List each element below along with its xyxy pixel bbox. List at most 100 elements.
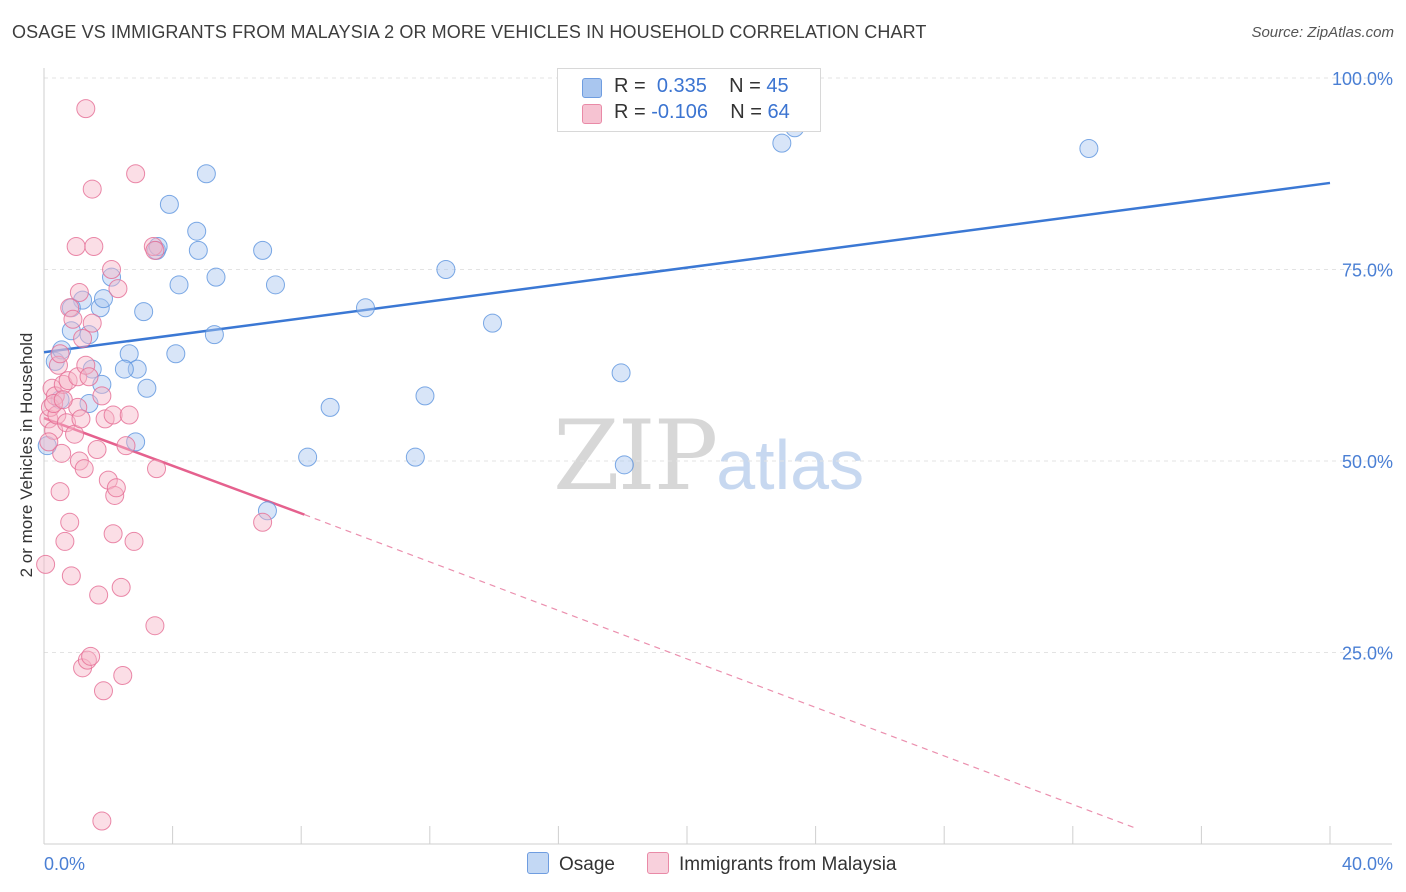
- tick-labels: 25.0% 50.0% 75.0% 100.0% 0.0% 40.0%: [44, 69, 1393, 874]
- legend-malaysia-swatch: [647, 852, 669, 874]
- malaysia-point: [81, 646, 101, 666]
- malaysia-point: [57, 413, 77, 433]
- malaysia-trend-line: [43, 416, 305, 516]
- stats-legend: R = 0.335 N = 45 R = -0.106 N = 64: [557, 68, 821, 132]
- osage-point: [134, 302, 154, 322]
- malaysia-point: [77, 650, 97, 670]
- osage-point: [187, 221, 207, 241]
- osage-point: [188, 240, 208, 260]
- malaysia-point: [124, 531, 144, 551]
- legend-item-malaysia: Immigrants from Malaysia: [647, 852, 897, 876]
- osage-point: [415, 386, 435, 406]
- watermark: ZIPatlas: [553, 400, 864, 512]
- y-tick-label: 100.0%: [1332, 69, 1393, 89]
- malaysia-point: [50, 344, 70, 364]
- malaysia-point: [50, 482, 70, 502]
- osage-point: [257, 501, 277, 521]
- osage-point: [206, 267, 226, 287]
- malaysia-point: [103, 524, 123, 544]
- osage-point: [166, 344, 186, 364]
- osage-n-value: 45: [766, 75, 789, 97]
- osage-point: [119, 344, 139, 364]
- legend-osage-swatch: [527, 852, 549, 874]
- malaysia-swatch: [582, 104, 602, 124]
- osage-r-label: R =: [614, 75, 646, 97]
- malaysia-point: [76, 99, 96, 119]
- grid-lines: [44, 77, 1392, 653]
- stats-osage-text: R = 0.335 N = 45: [614, 75, 789, 98]
- malaysia-n-value: 64: [767, 101, 790, 123]
- malaysia-point: [108, 279, 128, 299]
- osage-point: [482, 313, 502, 333]
- osage-point: [298, 447, 318, 467]
- watermark-zip: ZIP: [553, 400, 718, 512]
- y-tick-label: 25.0%: [1342, 644, 1393, 664]
- malaysia-n-label: N =: [730, 101, 762, 123]
- legend-osage-label: Osage: [559, 854, 615, 875]
- stats-malaysia-text: R = -0.106 N = 64: [614, 101, 790, 124]
- malaysia-point: [82, 179, 102, 199]
- malaysia-point: [84, 237, 104, 257]
- osage-point: [204, 325, 224, 345]
- data-points: [36, 99, 1099, 831]
- osage-point: [614, 455, 634, 475]
- y-axis-label: 2 or more Vehicles in Household: [17, 333, 36, 578]
- malaysia-point: [60, 512, 80, 532]
- osage-point: [265, 275, 285, 295]
- malaysia-point: [55, 531, 75, 551]
- malaysia-point: [119, 405, 139, 425]
- malaysia-point: [76, 355, 96, 375]
- malaysia-point: [42, 378, 62, 398]
- malaysia-point: [52, 443, 72, 463]
- malaysia-point: [71, 409, 91, 429]
- malaysia-point: [147, 459, 167, 479]
- malaysia-point: [102, 260, 122, 279]
- malaysia-point: [39, 432, 59, 452]
- malaysia-point: [68, 367, 88, 387]
- malaysia-point: [92, 811, 112, 831]
- malaysia-point: [105, 485, 125, 505]
- x-tick-label: 40.0%: [1342, 854, 1393, 874]
- malaysia-point: [66, 237, 86, 257]
- malaysia-point: [36, 554, 56, 574]
- chart-title: OSAGE VS IMMIGRANTS FROM MALAYSIA 2 OR M…: [12, 22, 927, 42]
- malaysia-point: [60, 298, 80, 318]
- malaysia-point: [82, 313, 102, 333]
- osage-point: [137, 378, 157, 398]
- osage-point: [253, 240, 273, 260]
- trend-lines: [43, 181, 1331, 830]
- osage-point: [356, 298, 375, 318]
- osage-point: [148, 237, 168, 257]
- osage-point: [169, 275, 189, 295]
- malaysia-point: [87, 440, 107, 460]
- watermark-atlas: atlas: [716, 426, 865, 504]
- osage-point: [93, 289, 113, 309]
- axes: [43, 68, 1392, 845]
- malaysia-r-value: -0.106: [651, 101, 708, 123]
- malaysia-point: [58, 371, 78, 391]
- malaysia-point: [106, 478, 126, 498]
- osage-point: [102, 267, 122, 287]
- malaysia-trend-extension: [304, 514, 1138, 830]
- malaysia-point: [126, 164, 146, 184]
- malaysia-point: [92, 386, 112, 406]
- malaysia-point: [69, 282, 89, 302]
- osage-swatch: [582, 78, 602, 98]
- malaysia-point: [79, 367, 99, 387]
- osage-point: [436, 260, 456, 279]
- osage-point: [159, 194, 179, 214]
- osage-point: [196, 164, 216, 184]
- osage-point: [114, 359, 134, 379]
- osage-point: [611, 363, 631, 383]
- malaysia-point: [89, 585, 109, 605]
- osage-point: [772, 133, 792, 153]
- malaysia-point: [113, 665, 133, 685]
- osage-point: [126, 432, 146, 452]
- osage-r-value: 0.335: [656, 75, 707, 97]
- malaysia-point: [74, 459, 94, 479]
- x-tick-label: 0.0%: [44, 854, 85, 874]
- malaysia-r-label: R =: [614, 101, 646, 123]
- osage-point: [405, 447, 425, 467]
- malaysia-point: [145, 616, 165, 636]
